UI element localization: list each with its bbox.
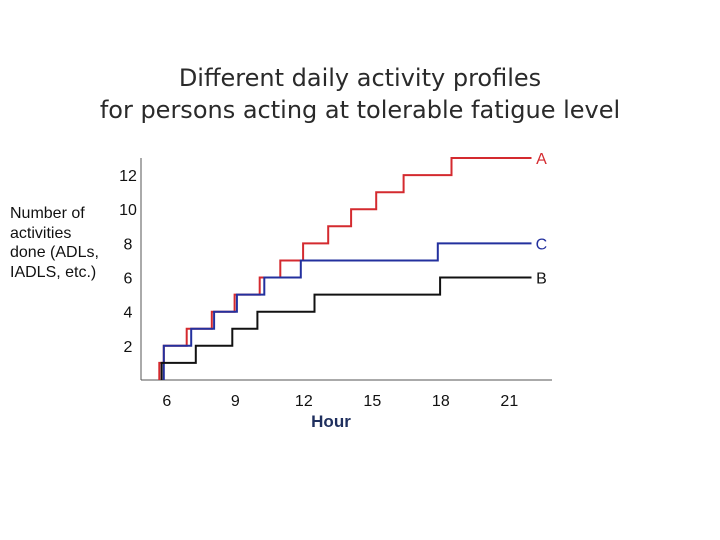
y-tick-label-8: 8	[124, 236, 133, 253]
y-axis-label: Number of activities done (ADLs, IADLS, …	[10, 204, 99, 282]
series-line-C	[162, 242, 532, 380]
series-label-B: B	[536, 271, 547, 288]
series-label-C: C	[536, 236, 548, 253]
y-axis-label-line-2: activities	[10, 224, 72, 242]
x-tick-label-18: 18	[432, 393, 450, 410]
x-tick-label-12: 12	[295, 393, 313, 410]
y-axis-label-line-3: done (ADLs,	[10, 244, 99, 261]
x-tick-label-6: 6	[162, 393, 171, 410]
series-label-A: A	[536, 151, 547, 168]
x-tick-label-9: 9	[231, 393, 240, 410]
series-line-A	[158, 157, 532, 380]
y-axis-label-line-1: Number of	[10, 205, 85, 222]
series-line-B	[160, 276, 532, 380]
y-axis-label-line-4: IADLS, etc.)	[10, 263, 97, 281]
chart-title-line-1: Different daily activity profiles	[178, 64, 542, 92]
y-tick-label-2: 2	[124, 339, 133, 356]
y-tick-label-10: 10	[119, 202, 137, 219]
x-tick-label-15: 15	[363, 393, 381, 410]
chart-title: Different daily activity profiles for pe…	[0, 62, 720, 126]
x-tick-label-21: 21	[500, 393, 518, 410]
y-tick-label-12: 12	[119, 168, 137, 185]
chart-title-line-2: for persons acting at tolerable fatigue …	[99, 96, 621, 124]
x-axis-label: Hour	[311, 412, 351, 431]
y-tick-label-6: 6	[124, 271, 133, 288]
y-tick-label-4: 4	[124, 305, 133, 322]
